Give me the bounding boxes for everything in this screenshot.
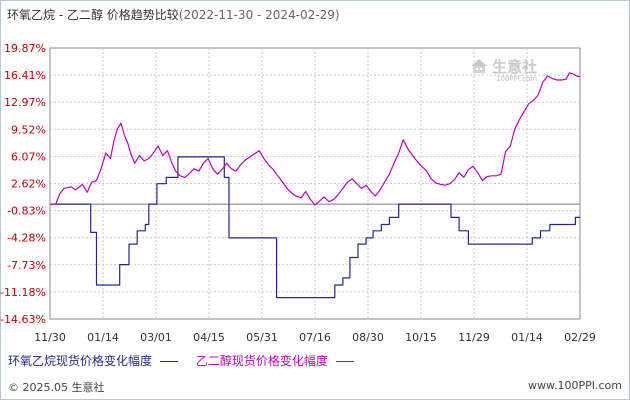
watermark-sub: 100PPI.com [496, 75, 538, 83]
x-tick-label: 05/31 [246, 331, 278, 344]
x-tick-label: 04/15 [193, 331, 225, 344]
x-tick-label: 11/29 [458, 331, 490, 344]
legend-item-eo: 环氧乙烷现货价格变化幅度 [8, 352, 179, 369]
chart-title-main: 环氧乙烷 - 乙二醇 价格趋势比较 [7, 8, 179, 22]
watermark-text: 生意社 [492, 58, 538, 76]
watermark: 生意社 100PPI.com [470, 56, 537, 83]
chart-legend: 环氧乙烷现货价格变化幅度 乙二醇现货价格变化幅度 [8, 352, 368, 369]
chart-title: 环氧乙烷 - 乙二醇 价格趋势比较(2022-11-30 - 2024-02-2… [7, 6, 340, 23]
series-line-eo [50, 156, 580, 299]
chart-title-range: (2022-11-30 - 2024-02-29) [178, 8, 340, 22]
legend-line-eo [160, 361, 179, 362]
x-tick-label: 01/14 [87, 331, 119, 344]
y-tick-label: -4.28% [7, 232, 46, 245]
y-tick-label: 19.87% [4, 42, 46, 55]
x-tick-label: 01/14 [511, 331, 543, 344]
x-tick-label: 11/30 [34, 331, 66, 344]
y-tick-label: -0.83% [7, 205, 46, 218]
series-line-meg [50, 72, 581, 206]
legend-item-meg: 乙二醇现货价格变化幅度 [196, 352, 354, 369]
y-tick-label: 12.97% [4, 96, 46, 109]
x-tick-label: 08/30 [352, 331, 384, 344]
y-tick-label: 6.07% [11, 150, 46, 163]
y-tick-label: 9.52% [11, 123, 46, 136]
copyright-text: © 2025.05 生意社 [8, 381, 105, 394]
x-tick-label: 10/15 [405, 331, 437, 344]
y-tick-label: -7.73% [7, 259, 46, 272]
y-tick-label: -11.18% [0, 286, 46, 299]
y-tick-label: 2.62% [11, 178, 46, 191]
legend-label-meg: 乙二醇现货价格变化幅度 [195, 354, 328, 368]
legend-line-meg [335, 361, 354, 362]
site-link[interactable]: www.100PPI.com [528, 379, 622, 392]
y-tick-label: 16.41% [4, 69, 46, 82]
x-tick-label: 03/01 [140, 331, 172, 344]
x-tick-label: 07/16 [299, 331, 331, 344]
house-logo-icon [471, 59, 487, 73]
x-tick-label: 02/29 [564, 331, 596, 344]
legend-label-eo: 环氧乙烷现货价格变化幅度 [8, 354, 153, 368]
y-tick-label: -14.63% [0, 313, 46, 326]
